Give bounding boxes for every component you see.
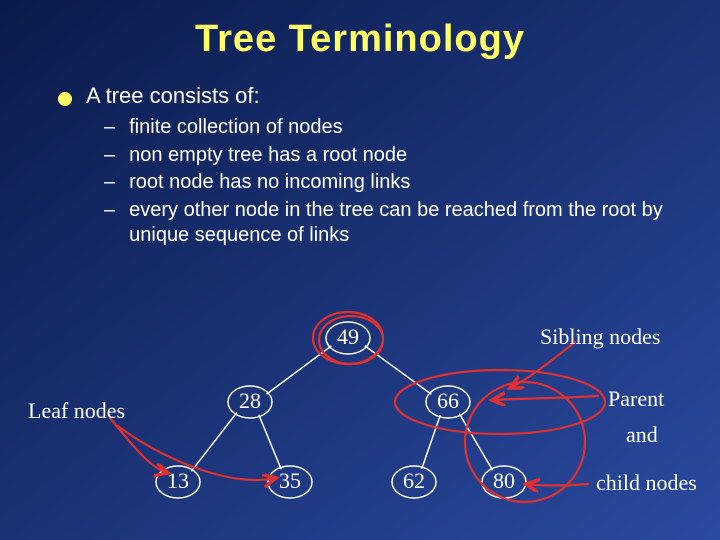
tree-node-label: 66 <box>437 388 459 413</box>
sub-text: root node has no incoming links <box>129 170 410 196</box>
sub-text: every other node in the tree can be reac… <box>129 198 680 249</box>
annot-parent: Parent <box>608 386 664 412</box>
tree-node-label: 49 <box>337 324 359 349</box>
slide-title: Tree Terminology <box>0 0 720 61</box>
tree-node-label: 28 <box>239 388 261 413</box>
scribble-parent-arrow <box>492 396 598 400</box>
dash-icon: – <box>104 170 115 196</box>
annot-child-nodes: child nodes <box>596 470 697 496</box>
tree-edge <box>191 413 237 472</box>
sub-bullet: –every other node in the tree can be rea… <box>104 198 680 249</box>
tree-edge <box>365 346 432 394</box>
sub-text: finite collection of nodes <box>129 115 342 141</box>
sub-text: non empty tree has a root node <box>129 143 407 169</box>
tree-edge <box>259 415 281 469</box>
tree-node-label: 13 <box>167 468 189 493</box>
annot-leaf-nodes: Leaf nodes <box>28 398 125 424</box>
slide-content: Tree Terminology A tree consists of: –fi… <box>0 0 720 540</box>
scribble-leaf-arrow <box>118 426 276 480</box>
tree-node-label: 80 <box>493 468 515 493</box>
sub-bullet: –non empty tree has a root node <box>104 143 680 169</box>
dash-icon: – <box>104 115 115 141</box>
dash-icon: – <box>104 198 115 249</box>
scribble-child-arrow <box>526 484 588 486</box>
sub-bullet: –root node has no incoming links <box>104 170 680 196</box>
tree-diagram: 49286613356280 Leaf nodes Sibling nodes … <box>0 308 720 540</box>
tree-node-label: 35 <box>279 468 301 493</box>
slide: Tree Terminology A tree consists of: –fi… <box>0 0 720 540</box>
tree-edge <box>267 346 332 394</box>
tree-node-label: 62 <box>403 468 425 493</box>
sub-bullet-list: –finite collection of nodes –non empty t… <box>104 115 680 249</box>
lead-bullet: A tree consists of: <box>58 83 680 109</box>
dash-icon: – <box>104 143 115 169</box>
body-text: A tree consists of: –finite collection o… <box>0 61 720 249</box>
annot-and: and <box>626 422 658 448</box>
sub-bullet: –finite collection of nodes <box>104 115 680 141</box>
annot-sibling-nodes: Sibling nodes <box>540 324 660 350</box>
bullet-icon <box>58 92 72 106</box>
lead-text: A tree consists of: <box>86 83 260 109</box>
